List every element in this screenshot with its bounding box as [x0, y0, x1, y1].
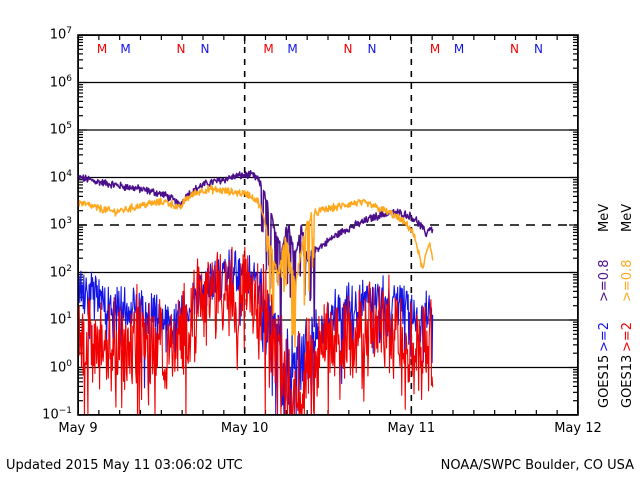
y-tick-label: 106	[49, 73, 72, 90]
event-marker: N	[510, 42, 519, 56]
event-marker: M	[429, 42, 441, 56]
y-tick-label: 103	[49, 216, 72, 233]
legend-text: MeV	[597, 203, 612, 232]
legend-text: GOES15	[597, 354, 612, 408]
event-marker: N	[343, 42, 353, 56]
legend-text: GOES13	[620, 354, 635, 408]
event-marker: M	[453, 42, 465, 56]
y-tick-label: 10−1	[42, 406, 72, 423]
legend-text: >=2	[620, 321, 635, 352]
event-marker: N	[534, 42, 543, 56]
legend-text: >=0.8	[597, 259, 612, 302]
y-tick-label: 105	[49, 121, 72, 138]
series-line	[77, 246, 434, 416]
legend-text: >=0.8	[620, 259, 635, 302]
event-marker: N	[176, 42, 186, 56]
y-tick-label: 107	[49, 26, 72, 43]
x-tick-label: May 9	[58, 421, 98, 436]
y-tick-label: 104	[49, 168, 72, 185]
credit-label: NOAA/SWPC Boulder, CO USA	[440, 458, 634, 473]
plot-border	[77, 34, 579, 416]
event-marker: N	[367, 42, 377, 56]
event-marker: M	[263, 42, 274, 56]
x-tick-label: May 11	[387, 421, 436, 436]
series-line	[77, 184, 434, 348]
updated-timestamp: Updated 2015 May 11 03:06:02 UTC	[6, 458, 243, 473]
y-tick-label: 102	[49, 263, 72, 280]
series-line	[77, 170, 434, 328]
y-tick-label: 100	[49, 358, 72, 375]
event-marker: M	[120, 42, 131, 56]
event-marker: M	[287, 42, 298, 56]
legend-text: >=2	[597, 321, 612, 352]
x-tick-label: May 10	[220, 421, 269, 436]
legend-text: MeV	[620, 203, 635, 232]
x-tick-label: May 12	[554, 421, 602, 436]
y-tick-label: 101	[49, 311, 72, 328]
event-marker: N	[200, 42, 210, 56]
event-marker: M	[96, 42, 108, 56]
